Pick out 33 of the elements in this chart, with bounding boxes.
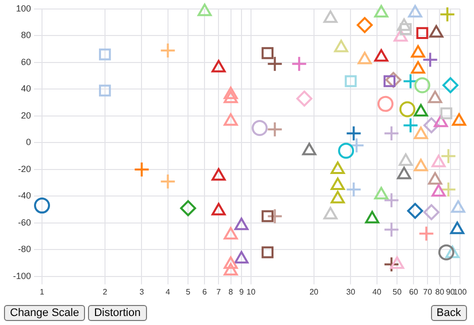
y-tick-label: -100 bbox=[13, 270, 32, 281]
x-tick-label: 30 bbox=[346, 287, 356, 296]
x-tick-label: 1 bbox=[40, 287, 45, 296]
y-tick-label: -80 bbox=[18, 244, 32, 254]
y-tick-label: -20 bbox=[18, 164, 32, 174]
y-tick-label: -60 bbox=[18, 217, 32, 228]
x-tick-label: 40 bbox=[372, 287, 382, 296]
x-tick-label: 6 bbox=[202, 287, 208, 296]
x-tick-label: 20 bbox=[309, 287, 319, 296]
x-tick-label: 9 bbox=[239, 287, 244, 296]
text: Distortion bbox=[88, 305, 147, 321]
x-tick-label: 7 bbox=[216, 287, 222, 296]
y-tick-label: 40 bbox=[21, 84, 32, 94]
x-tick-label: 8 bbox=[228, 287, 234, 296]
y-tick-label: -40 bbox=[18, 190, 32, 201]
y-tick-label: 20 bbox=[21, 110, 32, 120]
x-tick-label: 4 bbox=[166, 287, 171, 296]
y-tick-label: 100 bbox=[16, 3, 32, 14]
x-tick-label: 5 bbox=[186, 287, 191, 296]
x-tick-label: 60 bbox=[409, 287, 419, 296]
x-tick-label: 90 bbox=[446, 287, 456, 296]
text: Back bbox=[430, 305, 467, 321]
y-tick-label: 0 bbox=[26, 137, 32, 148]
x-tick-label: 2 bbox=[102, 287, 108, 296]
x-tick-label: 10 bbox=[246, 287, 256, 296]
x-tick-label: 50 bbox=[392, 287, 402, 296]
x-tick-label: 70 bbox=[423, 287, 433, 296]
x-tick-label: 100 bbox=[453, 287, 468, 296]
x-tick-label: 80 bbox=[435, 287, 445, 296]
text: Change Scale bbox=[4, 305, 86, 321]
y-tick-label: 60 bbox=[21, 56, 32, 67]
y-tick-label: 80 bbox=[21, 30, 32, 40]
x-tick-label: 3 bbox=[140, 287, 144, 296]
